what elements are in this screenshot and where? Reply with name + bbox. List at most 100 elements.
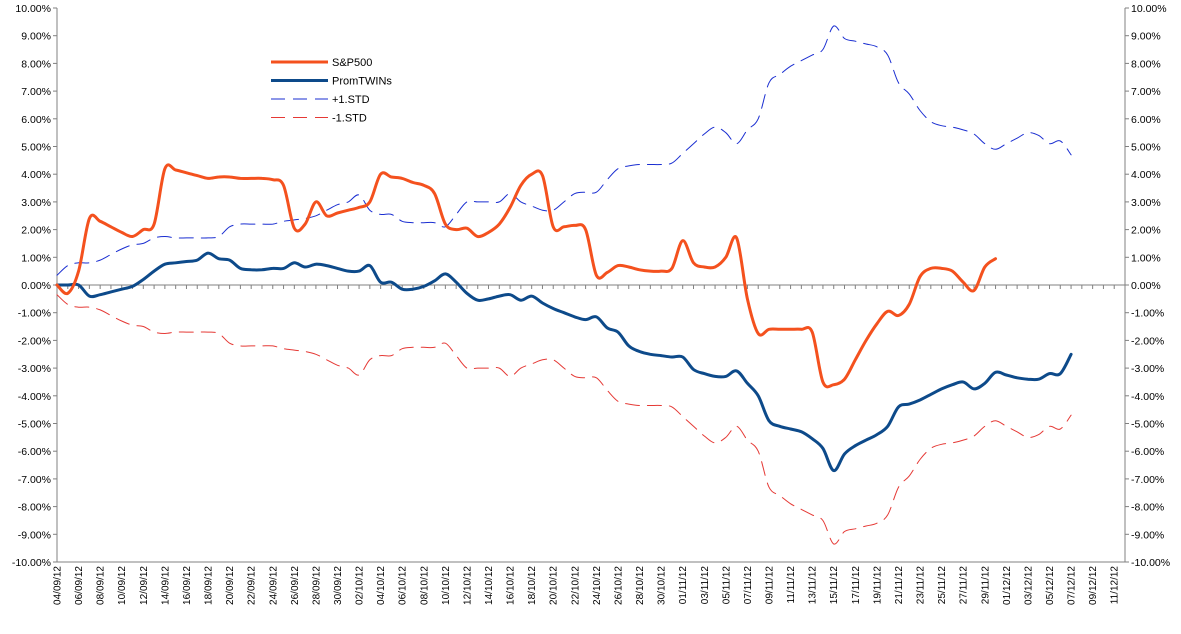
x-tick-label: 12/10/12 [462, 566, 473, 605]
x-tick-label: 05/12/12 [1045, 566, 1056, 605]
x-tick-label: 13/11/12 [808, 566, 819, 605]
y-tick-label-left: 10.00% [15, 3, 51, 15]
x-tick-label: 06/10/12 [398, 566, 409, 605]
x-tick-label: 03/12/12 [1023, 566, 1034, 605]
legend: S&P500 PromTWINs +1.STD -1.STD [271, 57, 392, 125]
y-tick-label-right: -10.00% [1131, 557, 1170, 569]
y-tick-label-left: -8.00% [18, 502, 51, 514]
x-tick-label: 23/11/12 [916, 566, 927, 605]
y-tick-label-right: 1.00% [1131, 252, 1161, 264]
y-tick-label-right: 3.00% [1131, 197, 1161, 209]
y-tick-label-left: 0.00% [21, 280, 51, 292]
x-tick-label: 17/11/12 [851, 566, 862, 605]
y-tick-label-right: -9.00% [1131, 529, 1164, 541]
y-tick-label-left: 4.00% [21, 169, 51, 181]
legend-label-1-std: +1.STD [332, 94, 370, 106]
x-tick-label: 03/11/12 [700, 566, 711, 605]
y-tick-label-left: -6.00% [18, 446, 51, 458]
x-tick-label: 12/09/12 [139, 566, 150, 605]
series-line-promtwins [55, 251, 1073, 473]
y-tick-label-left: 8.00% [21, 58, 51, 70]
x-tick-label: 08/09/12 [96, 566, 107, 605]
x-tick-label: 04/10/12 [376, 566, 387, 605]
axes: 10.00% 10.00% 9.00% 9.00% 8.00% 8.00% 7.00% 7.0… [12, 3, 1170, 605]
y-tick-label-left: -3.00% [18, 363, 51, 375]
x-tick-label: 10/10/12 [441, 566, 452, 605]
y-tick-label-left: -7.00% [18, 474, 51, 486]
y-tick-label-left: -2.00% [18, 335, 51, 347]
y-tick-label-right: 9.00% [1131, 31, 1161, 43]
x-tick-label: 01/12/12 [1002, 566, 1013, 605]
x-tick-label: 16/10/12 [506, 566, 517, 605]
y-tick-label-left: 3.00% [21, 197, 51, 209]
x-tick-label: 27/11/12 [959, 566, 970, 605]
series-line-1-std [56, 25, 1072, 276]
x-tick-label: 11/12/12 [1110, 566, 1121, 605]
x-tick-label: 28/10/12 [635, 566, 646, 605]
x-tick-label: 22/10/12 [570, 566, 581, 605]
x-tick-label: 09/11/12 [765, 566, 776, 605]
legend-label-promtwins: PromTWINs [332, 76, 392, 88]
y-tick-label-right: 0.00% [1131, 280, 1161, 292]
legend-label-1-std: -1.STD [332, 113, 367, 125]
y-tick-label-left: 2.00% [21, 225, 51, 237]
x-tick-label: 10/09/12 [117, 566, 128, 605]
x-tick-label: 05/11/12 [721, 566, 732, 605]
y-tick-label-left: -9.00% [18, 529, 51, 541]
x-tick-label: 01/11/12 [678, 566, 689, 605]
y-tick-label-right: -8.00% [1131, 502, 1164, 514]
y-tick-label-right: 5.00% [1131, 142, 1161, 154]
y-tick-label-left: 5.00% [21, 142, 51, 154]
x-tick-label: 26/10/12 [613, 566, 624, 605]
y-tick-label-right: 2.00% [1131, 225, 1161, 237]
x-tick-label: 28/09/12 [311, 566, 322, 605]
legend-label-s-p500: S&P500 [332, 57, 372, 69]
y-tick-label-left: -5.00% [18, 419, 51, 431]
x-tick-label: 16/09/12 [182, 566, 193, 605]
x-tick-label: 14/09/12 [160, 566, 171, 605]
x-tick-label: 24/10/12 [592, 566, 603, 605]
y-tick-label-right: -6.00% [1131, 446, 1164, 458]
x-tick-label: 22/09/12 [247, 566, 258, 605]
y-tick-label-right: 7.00% [1131, 86, 1161, 98]
x-tick-label: 04/09/12 [53, 566, 64, 605]
x-tick-label: 20/10/12 [549, 566, 560, 605]
x-tick-label: 24/09/12 [268, 566, 279, 605]
y-tick-label-right: -1.00% [1131, 308, 1164, 320]
x-tick-label: 30/09/12 [333, 566, 344, 605]
x-tick-label: 11/11/12 [786, 566, 797, 604]
x-tick-label: 30/10/12 [657, 566, 668, 605]
x-tick-label: 14/10/12 [484, 566, 495, 605]
y-tick-label-right: 8.00% [1131, 58, 1161, 70]
x-tick-label: 26/09/12 [290, 566, 301, 605]
y-tick-label-right: -2.00% [1131, 335, 1164, 347]
x-tick-label: 08/10/12 [419, 566, 430, 605]
y-tick-label-right: -4.00% [1131, 391, 1164, 403]
x-tick-label: 07/12/12 [1067, 566, 1078, 605]
x-tick-label: 21/11/12 [894, 566, 905, 605]
y-tick-label-right: -5.00% [1131, 419, 1164, 431]
y-tick-label-right: 4.00% [1131, 169, 1161, 181]
x-tick-label: 07/11/12 [743, 566, 754, 605]
x-tick-label: 02/10/12 [355, 566, 366, 605]
y-tick-label-left: -10.00% [12, 557, 51, 569]
x-tick-label: 25/11/12 [937, 566, 948, 605]
y-tick-label-left: -4.00% [18, 391, 51, 403]
x-tick-label: 06/09/12 [74, 566, 85, 605]
y-tick-label-right: -3.00% [1131, 363, 1164, 375]
x-tick-label: 20/09/12 [225, 566, 236, 605]
x-tick-label: 18/10/12 [527, 566, 538, 605]
x-tick-label: 29/11/12 [980, 566, 991, 605]
y-tick-label-right: 10.00% [1131, 3, 1167, 15]
y-tick-label-left: -1.00% [18, 308, 51, 320]
x-tick-label: 09/12/12 [1088, 566, 1099, 605]
x-tick-label: 18/09/12 [204, 566, 215, 605]
y-tick-label-right: 6.00% [1131, 114, 1161, 126]
series-line-1-std [56, 294, 1072, 545]
y-tick-label-left: 1.00% [21, 252, 51, 264]
y-tick-label-right: -7.00% [1131, 474, 1164, 486]
x-tick-label: 15/11/12 [829, 566, 840, 605]
x-tick-label: 19/11/12 [872, 566, 883, 605]
